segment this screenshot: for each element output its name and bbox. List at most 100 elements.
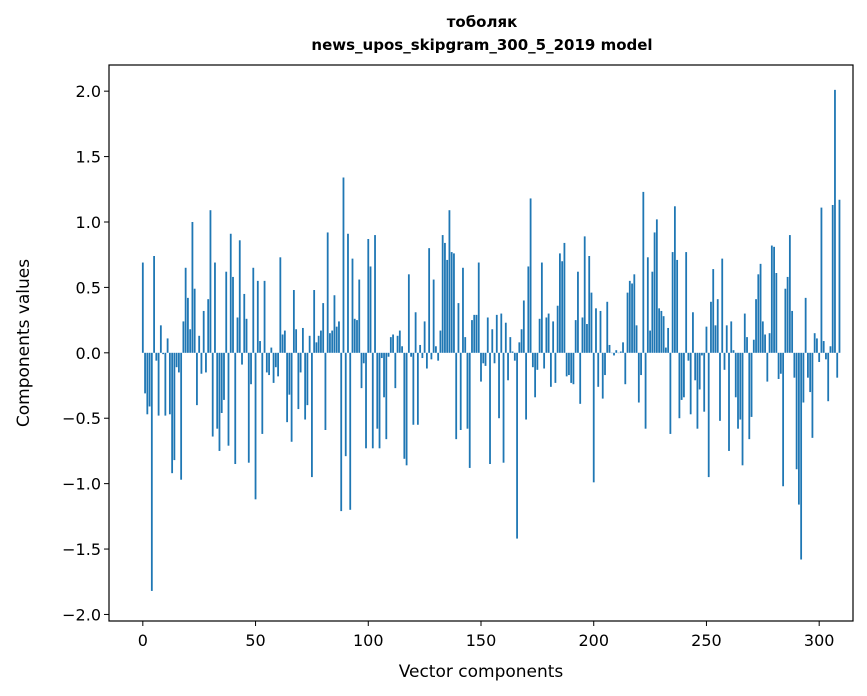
bar-component-265: [739, 352, 742, 420]
bar-component-234: [669, 352, 672, 434]
bar-component-102: [371, 352, 374, 449]
bar-component-263: [734, 352, 737, 398]
bar-component-259: [725, 325, 728, 353]
bar-component-276: [764, 334, 766, 353]
bar-component-210: [615, 350, 618, 353]
bar-component-28: [205, 352, 207, 373]
bar-component-114: [398, 330, 401, 353]
bar-component-231: [662, 316, 665, 353]
bar-component-177: [540, 262, 543, 353]
bar-component-156: [493, 352, 496, 364]
bar-component-19: [184, 267, 187, 353]
bar-component-288: [791, 310, 794, 353]
bar-component-161: [504, 322, 507, 353]
bar-component-169: [522, 300, 525, 353]
bar-component-37: [225, 271, 228, 353]
bar-component-186: [561, 261, 564, 353]
bar-component-86: [335, 326, 338, 353]
bar-component-223: [644, 352, 647, 429]
bar-component-91: [347, 233, 349, 353]
bar-component-103: [374, 235, 376, 353]
bar-component-16: [177, 352, 180, 373]
bar-component-308: [836, 352, 839, 378]
bar-component-269: [748, 352, 751, 440]
y-tick-label: −2.0: [62, 605, 101, 624]
bar-component-152: [484, 352, 487, 366]
bar-component-83: [329, 333, 331, 353]
bar-component-181: [549, 352, 552, 387]
bar-component-301: [820, 207, 823, 353]
bar-component-123: [419, 344, 422, 353]
bar-component-136: [448, 210, 451, 353]
bar-component-1: [144, 352, 146, 394]
bar-component-3: [148, 352, 151, 407]
bar-component-128: [430, 352, 433, 360]
bar-component-215: [626, 292, 629, 353]
bar-component-148: [475, 314, 478, 353]
bar-component-80: [322, 303, 325, 353]
bar-component-106: [380, 352, 383, 359]
bar-component-139: [455, 352, 458, 440]
bar-component-131: [437, 352, 440, 361]
bar-component-45: [243, 293, 246, 353]
bar-component-53: [261, 352, 264, 434]
bar-component-295: [807, 352, 809, 378]
bar-component-42: [236, 317, 239, 353]
bar-component-99: [365, 352, 367, 449]
bar-component-172: [529, 198, 532, 353]
bar-component-293: [802, 352, 805, 403]
bar-component-38: [227, 352, 230, 446]
bar-component-70: [299, 352, 302, 373]
bar-component-171: [527, 266, 530, 353]
bar-component-112: [394, 352, 397, 389]
bar-component-279: [770, 245, 773, 353]
bar-component-302: [822, 341, 825, 353]
bar-component-233: [667, 327, 670, 353]
bar-component-82: [326, 232, 329, 353]
y-tick-label: −1.0: [62, 475, 101, 494]
bar-component-51: [256, 280, 259, 353]
bar-component-85: [333, 295, 336, 353]
bar-component-110: [389, 337, 392, 353]
bar-component-275: [761, 321, 764, 353]
bar-component-146: [471, 320, 473, 353]
bar-component-228: [655, 219, 658, 353]
bar-component-12: [168, 352, 171, 415]
bar-component-32: [214, 262, 216, 353]
bar-component-189: [568, 352, 570, 376]
bar-component-126: [425, 352, 428, 369]
bar-component-200: [592, 352, 595, 483]
bar-component-180: [547, 313, 550, 353]
bar-component-201: [595, 308, 597, 353]
bar-component-122: [416, 352, 419, 425]
bar-component-193: [577, 271, 579, 353]
bar-component-98: [362, 352, 365, 364]
bar-component-43: [238, 240, 241, 353]
bar-component-108: [385, 352, 388, 440]
bar-component-137: [450, 252, 453, 353]
bar-component-34: [218, 352, 221, 451]
bar-component-62: [281, 334, 284, 353]
bar-component-274: [759, 263, 762, 353]
bar-component-196: [583, 236, 586, 353]
bar-component-241: [685, 252, 688, 353]
bar-component-15: [175, 352, 178, 368]
bar-component-75: [311, 352, 313, 478]
bar-component-232: [664, 347, 667, 353]
bar-component-93: [351, 258, 354, 353]
bar-component-235: [671, 252, 674, 353]
bar-component-272: [755, 299, 757, 353]
bar-component-273: [757, 274, 760, 353]
bar-component-145: [468, 352, 471, 468]
bar-component-191: [572, 352, 575, 385]
bar-component-65: [288, 352, 291, 395]
bar-component-168: [520, 329, 523, 353]
bar-component-39: [229, 233, 232, 353]
bar-component-252: [710, 301, 712, 353]
bar-component-23: [193, 288, 196, 353]
y-tick-label: 1.0: [76, 213, 101, 232]
bar-component-178: [543, 352, 546, 369]
y-tick-label: 0.5: [76, 278, 101, 297]
bar-component-46: [245, 318, 248, 353]
bar-component-240: [683, 352, 685, 398]
